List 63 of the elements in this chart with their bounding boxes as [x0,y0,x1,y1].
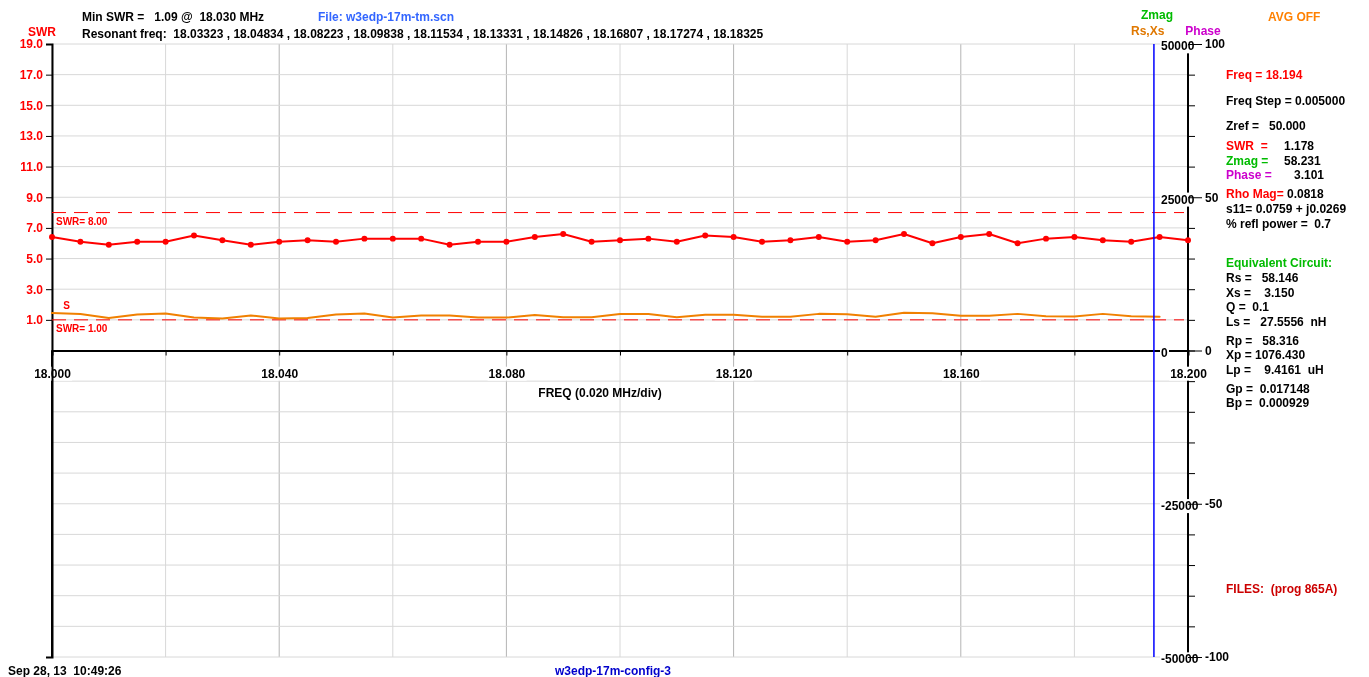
y3-tick-label: 0 [1205,343,1212,358]
text: Ls = 27.5556 nH [1226,315,1327,329]
text: % refl power = 0.7 [1226,217,1332,231]
x-tick-label: 18.040 [261,366,299,381]
text: Q = 0.1 [1226,300,1270,314]
x-axis-title: FREQ (0.020 MHz/div) [538,386,662,400]
y3-tick-label: -100 [1205,650,1230,665]
y-tick-label: 7.0 [26,221,44,236]
x-tick-label: 18.120 [715,366,753,381]
y-tick-label: 5.0 [26,251,44,266]
y2-axis-title: Zmag [1140,8,1174,22]
ref-line-label: SWR= 1.00 [56,322,108,334]
y-tick-label: 19.0 [19,37,44,52]
text: Zmag = [1226,154,1269,168]
text: FILES: (prog 865A) [1226,582,1338,596]
text: SWR = [1226,139,1268,153]
y-tick-label: 15.0 [19,98,44,113]
y3-tick-label: 50 [1205,190,1219,205]
text: Bp = 0.000929 [1226,396,1310,410]
text: Freq = 18.194 [1226,68,1303,82]
ref-line-label: SWR= 8.00 [56,215,108,227]
x-tick-label: 18.200 [1170,366,1208,381]
text: AVG OFF [1268,10,1321,24]
text: Xp = 1076.430 [1226,348,1306,362]
y-axis-title: SWR [28,25,57,39]
y-tick-label: 17.0 [19,67,44,82]
y3-tick-label: 100 [1205,37,1226,52]
text: Phase = [1226,168,1272,182]
text: File: w3edp-17m-tm.scn [318,10,455,24]
x-tick-label: 18.160 [942,366,980,381]
y-tick-label: 13.0 [19,129,44,144]
text: 58.231 [1284,154,1322,168]
text: w3edp-17m-config-3 [554,664,672,677]
text: Resonant freq: 18.03323 , 18.04834 , 18.08223 , 18.09838 , 18.11534 , 18.13331 , 18.14826 , 18.16807 , 18.17274 , 18.18325 [82,27,764,41]
y2-tick-label: -50000 [1161,652,1199,667]
annotation: S [63,300,71,312]
text: Sep 28, 13 10:49:26 [8,664,122,677]
text: Xs = 3.150 [1226,286,1295,300]
text: Freq Step = 0.005000 [1226,94,1346,108]
text: Gp = 0.017148 [1226,382,1311,396]
y3-axis-title: Phase [1185,24,1221,38]
y-tick-label: 9.0 [26,190,44,205]
y2-tick-label: -25000 [1161,499,1199,514]
text: Rs,Xs [1131,24,1165,38]
y-tick-label: 1.0 [26,313,44,328]
y2-tick-label: 25000 [1161,192,1195,207]
text: 1.178 [1284,139,1315,153]
text: 3.101 [1294,168,1325,182]
text: Min SWR = 1.09 @ 18.030 MHz [82,10,265,24]
y2-tick-label: 50000 [1161,39,1195,54]
text: Equivalent Circuit: [1226,256,1333,270]
text: Zref = 50.000 [1226,119,1307,133]
x-tick-label: 18.080 [488,366,526,381]
text: s11= 0.0759 + j0.0269 [1226,202,1347,216]
text: Lp = 9.4161 uH [1226,363,1324,377]
text: Rho Mag= [1226,187,1284,201]
y-tick-label: 3.0 [26,282,44,297]
y3-tick-label: -50 [1205,497,1223,512]
y2-tick-label: 0 [1161,345,1168,360]
text: Rp = 58.316 [1226,334,1300,348]
y-tick-label: 11.0 [20,159,44,174]
text: Rs = 58.146 [1226,271,1299,285]
text: 0.0818 [1287,187,1325,201]
